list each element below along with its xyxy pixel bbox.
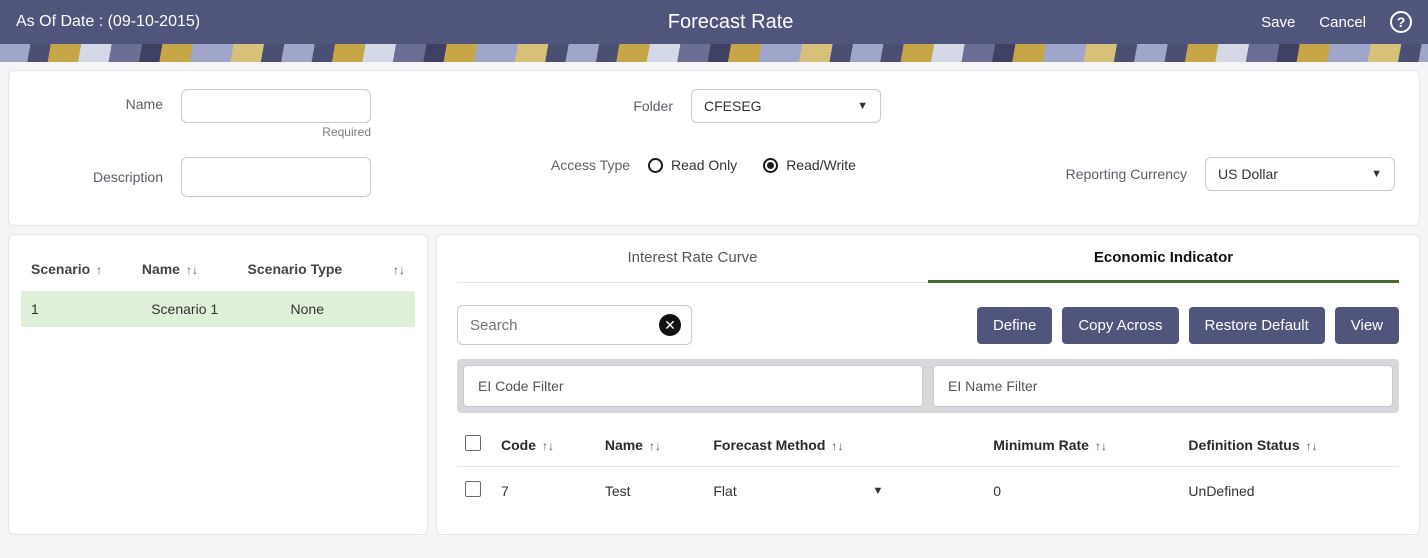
as-of-date: As Of Date : (09-10-2015) <box>16 13 200 31</box>
description-label: Description <box>33 169 163 185</box>
name-input[interactable] <box>181 89 371 123</box>
folder-select[interactable]: CFESEG ▼ <box>691 89 881 123</box>
form-panel: Name Required Folder CFESEG ▼ Des <box>8 70 1420 226</box>
forecast-method-select[interactable]: Flat ▼ <box>713 483 883 499</box>
forecast-value: Flat <box>713 483 736 499</box>
row-checkbox[interactable] <box>465 481 481 497</box>
ei-code-filter[interactable]: EI Code Filter <box>463 365 923 407</box>
col-scenario[interactable]: Scenario↑ <box>21 253 132 291</box>
ei-table: Code↑↓ Name↑↓ Forecast Method↑↓ Minimum … <box>457 423 1399 514</box>
filter-row: EI Code Filter EI Name Filter <box>457 359 1399 413</box>
save-button[interactable]: Save <box>1261 14 1295 31</box>
ei-name: Test <box>597 467 706 515</box>
col-forecast[interactable]: Forecast Method↑↓ <box>705 423 985 467</box>
scenarios-panel: Scenario↑ Name↑↓ Scenario Type ↑↓ 1 <box>8 234 428 535</box>
restore-default-button[interactable]: Restore Default <box>1189 307 1325 344</box>
col-status[interactable]: Definition Status↑↓ <box>1180 423 1399 467</box>
search-box[interactable]: ✕ <box>457 305 692 345</box>
help-icon[interactable]: ? <box>1390 11 1412 33</box>
chevron-down-icon: ▼ <box>857 100 868 112</box>
page-title: Forecast Rate <box>200 11 1261 34</box>
ei-name-filter[interactable]: EI Name Filter <box>933 365 1393 407</box>
name-field: Name Required <box>33 89 371 139</box>
copy-across-button[interactable]: Copy Across <box>1062 307 1178 344</box>
tabs: Interest Rate Curve Economic Indicator <box>457 235 1399 283</box>
ei-code: 7 <box>493 467 597 515</box>
description-input[interactable] <box>181 157 371 197</box>
currency-label: Reporting Currency <box>1027 166 1187 182</box>
header-actions: Save Cancel ? <box>1261 11 1412 33</box>
col-scenario-type[interactable]: Scenario Type <box>238 253 377 291</box>
folder-field: Folder CFESEG ▼ <box>585 89 881 123</box>
decorative-stripe <box>0 44 1428 62</box>
col-name[interactable]: Name↑↓ <box>597 423 706 467</box>
folder-label: Folder <box>585 98 673 114</box>
scenario-type: None <box>238 291 377 327</box>
select-all-checkbox[interactable] <box>465 435 481 451</box>
define-button[interactable]: Define <box>977 307 1052 344</box>
chevron-down-icon: ▼ <box>1371 168 1382 180</box>
scenarios-table: Scenario↑ Name↑↓ Scenario Type ↑↓ 1 <box>21 253 415 327</box>
name-required-hint: Required <box>181 125 371 139</box>
description-field: Description <box>33 157 371 197</box>
ei-status: UnDefined <box>1180 467 1399 515</box>
view-button[interactable]: View <box>1335 307 1399 344</box>
folder-value: CFESEG <box>704 98 762 114</box>
access-readonly-label: Read Only <box>671 157 737 173</box>
main-panel: Interest Rate Curve Economic Indicator ✕… <box>436 234 1420 535</box>
tab-economic-indicator[interactable]: Economic Indicator <box>928 235 1399 283</box>
clear-search-icon[interactable]: ✕ <box>659 314 681 336</box>
currency-field: Reporting Currency US Dollar ▼ <box>1027 157 1395 191</box>
access-readwrite-label: Read/Write <box>786 157 856 173</box>
currency-value: US Dollar <box>1218 166 1278 182</box>
access-type-field: Access Type Read Only Read/Write <box>542 157 856 173</box>
tab-interest-rate-curve[interactable]: Interest Rate Curve <box>457 235 928 283</box>
col-min-rate[interactable]: Minimum Rate↑↓ <box>985 423 1180 467</box>
col-scenario-name[interactable]: Name↑↓ <box>132 253 238 291</box>
scenario-row[interactable]: 1 Scenario 1 None <box>21 291 415 327</box>
access-type-label: Access Type <box>542 157 630 173</box>
cancel-button[interactable]: Cancel <box>1319 14 1366 31</box>
col-code[interactable]: Code↑↓ <box>493 423 597 467</box>
chevron-down-icon: ▼ <box>872 485 883 497</box>
scenario-name: Scenario 1 <box>132 291 238 327</box>
ei-min-rate: 0 <box>985 467 1180 515</box>
app-header: As Of Date : (09-10-2015) Forecast Rate … <box>0 0 1428 44</box>
access-readonly-radio[interactable]: Read Only <box>648 157 737 173</box>
ei-row[interactable]: 7 Test Flat ▼ 0 UnDefined <box>457 467 1399 515</box>
col-scenario-sort[interactable]: ↑↓ <box>377 253 415 291</box>
name-label: Name <box>33 89 163 112</box>
action-buttons: Define Copy Across Restore Default View <box>977 307 1399 344</box>
currency-select[interactable]: US Dollar ▼ <box>1205 157 1395 191</box>
search-input[interactable] <box>468 316 628 335</box>
access-readwrite-radio[interactable]: Read/Write <box>763 157 856 173</box>
scenario-id: 1 <box>21 291 132 327</box>
access-type-radios: Read Only Read/Write <box>648 157 856 173</box>
